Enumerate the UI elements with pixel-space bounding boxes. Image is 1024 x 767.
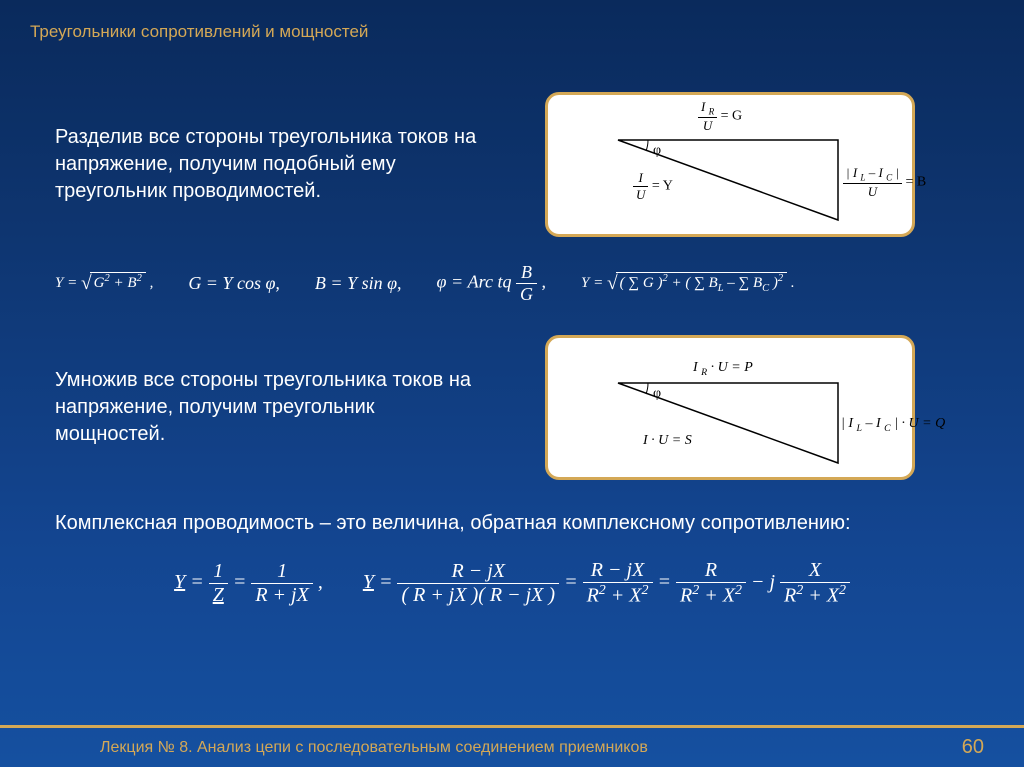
formula-y-sum: Y = √( ∑ G )2 + ( ∑ BL – ∑ BC )2 . [581, 272, 795, 295]
diagram-power-triangle: I R · U = P φ I · U = S | I L – I C | · … [545, 335, 915, 480]
d1-angle: φ [653, 143, 661, 159]
d1-top-eq: = G [721, 109, 743, 124]
d2-angle: φ [653, 386, 661, 402]
d1-hyp-num: I [633, 170, 648, 187]
formula-row-1: Y = √G2 + B2 , G = Y cos φ, B = Y sin φ,… [55, 262, 969, 305]
slide-title: Треугольники сопротивлений и мощностей [0, 0, 1024, 42]
d1-side-eq: = B [905, 175, 926, 190]
d2-side: | I L – I C | · U = Q [841, 416, 945, 434]
d1-hyp-eq: = Y [652, 179, 673, 194]
diagram-conductance-triangle: I RU = G φ IU = Y | I L – I C |U = B [545, 92, 915, 237]
formula-b-sin: B = Y sin φ, [315, 273, 402, 294]
paragraph-3: Комплексная проводимость – это величина,… [55, 510, 969, 537]
d2-hyp: I · U = S [643, 433, 692, 449]
d1-side-den: U [843, 184, 902, 200]
formula-admittance-2: Y = R − jX( R + jX )( R − jX ) = R − jXR… [363, 559, 850, 608]
paragraph-2: Умножив все стороны треугольника токов н… [55, 367, 485, 448]
formula-row-2: Y = 1Z = 1R + jX , Y = R − jX( R + jX )(… [55, 559, 969, 608]
d1-hyp-den: U [633, 187, 648, 203]
formula-admittance-1: Y = 1Z = 1R + jX , [174, 560, 323, 607]
paragraph-1: Разделив все стороны треугольника токов … [55, 124, 485, 205]
slide-footer: Лекция № 8. Анализ цепи с последовательн… [0, 725, 1024, 767]
formula-g-cos: G = Y cos φ, [188, 273, 280, 294]
page-number: 60 [962, 736, 984, 759]
d2-top: I R · U = P [693, 360, 753, 378]
d1-top-num: I R [698, 99, 717, 118]
formula-phi-arctg: φ = Arc tq BG , [437, 262, 546, 305]
d1-side-num: | I L – I C | [843, 165, 902, 184]
row-power: Умножив все стороны треугольника токов н… [55, 335, 969, 480]
slide-content: Разделив все стороны треугольника токов … [0, 92, 1024, 608]
formula-y-sqrt: Y = √G2 + B2 , [55, 272, 153, 295]
row-conductance: Разделив все стороны треугольника токов … [55, 92, 969, 237]
d1-top-den: U [698, 118, 717, 134]
footer-lecture-text: Лекция № 8. Анализ цепи с последовательн… [100, 739, 648, 757]
